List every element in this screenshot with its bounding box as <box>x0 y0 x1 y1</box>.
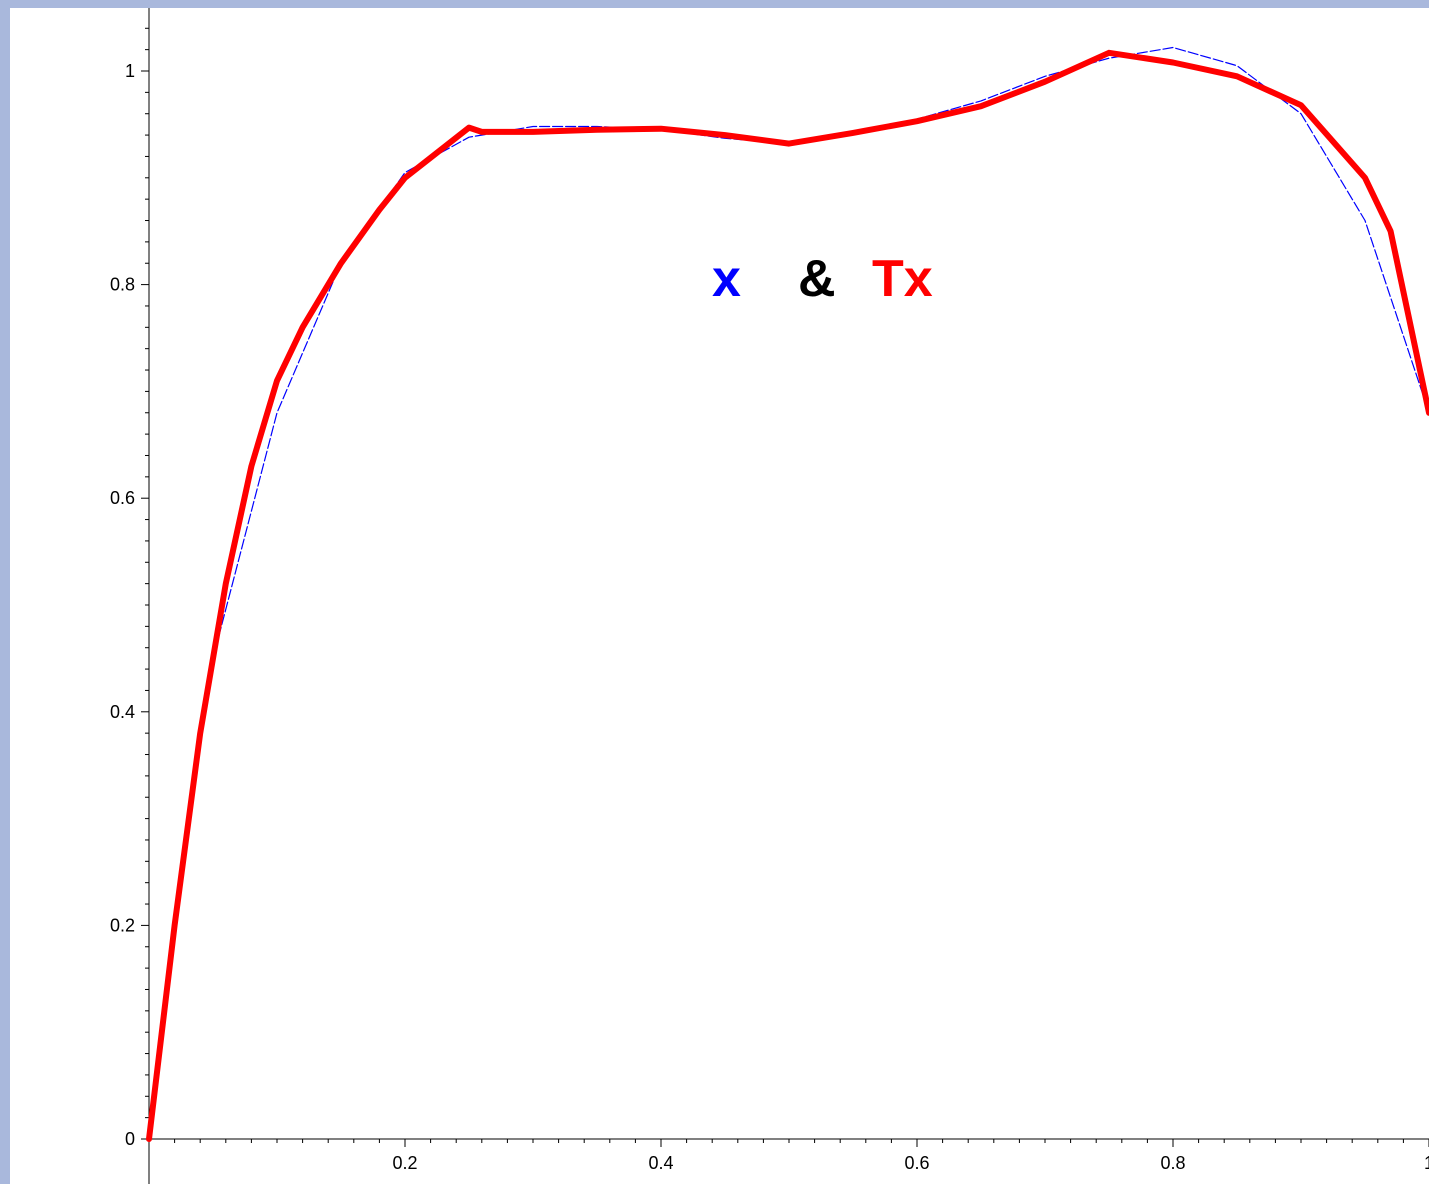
series-line-x <box>148 46 1429 1140</box>
y-tick-label: 1 <box>125 61 135 81</box>
annotation-ampersand: & <box>798 250 836 308</box>
series-line-tx <box>146 49 1429 1142</box>
plot-window: 0 0.2 0.4 0.6 0.8 1 0.2 0.4 0.6 0.8 1 x & Tx <box>10 8 1429 1184</box>
y-tick-label: 0.4 <box>110 702 135 722</box>
annotation-tx: Tx <box>872 250 933 308</box>
x-tick-label: 0.2 <box>392 1153 417 1173</box>
x-tick-label: 0.6 <box>904 1153 929 1173</box>
line-chart: 0 0.2 0.4 0.6 0.8 1 0.2 0.4 0.6 0.8 1 x & Tx <box>110 8 1429 1184</box>
series-layer <box>146 46 1429 1142</box>
y-tick-label: 0 <box>125 1129 135 1149</box>
x-tick-label: 0.4 <box>648 1153 673 1173</box>
x-tick-label: 1 <box>1424 1153 1429 1173</box>
axes: 0 0.2 0.4 0.6 0.8 1 0.2 0.4 0.6 0.8 1 <box>110 8 1429 1184</box>
y-tick-label: 0.8 <box>110 275 135 295</box>
annotation-x: x <box>712 250 741 308</box>
y-tick-label: 0.6 <box>110 488 135 508</box>
y-tick-label: 0.2 <box>110 915 135 935</box>
x-tick-label: 0.8 <box>1160 1153 1185 1173</box>
